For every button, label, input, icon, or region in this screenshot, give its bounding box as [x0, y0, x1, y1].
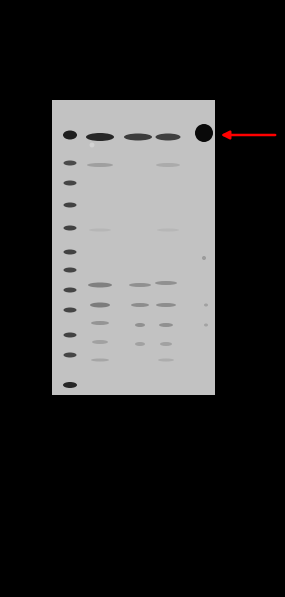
Ellipse shape — [129, 283, 151, 287]
Ellipse shape — [156, 303, 176, 307]
Ellipse shape — [204, 324, 208, 327]
Ellipse shape — [202, 256, 206, 260]
Ellipse shape — [131, 303, 149, 307]
Ellipse shape — [64, 250, 76, 254]
Ellipse shape — [89, 229, 111, 232]
Bar — [52, 100, 215, 395]
Ellipse shape — [64, 307, 76, 312]
Ellipse shape — [158, 359, 174, 362]
Ellipse shape — [89, 143, 95, 147]
Ellipse shape — [86, 133, 114, 141]
Ellipse shape — [63, 131, 77, 140]
Ellipse shape — [159, 323, 173, 327]
Ellipse shape — [64, 352, 76, 358]
Ellipse shape — [64, 202, 76, 208]
Ellipse shape — [91, 359, 109, 362]
Ellipse shape — [91, 321, 109, 325]
Ellipse shape — [87, 163, 113, 167]
Ellipse shape — [64, 288, 76, 293]
Ellipse shape — [64, 267, 76, 272]
Ellipse shape — [155, 281, 177, 285]
Ellipse shape — [204, 303, 208, 306]
Ellipse shape — [124, 134, 152, 140]
Ellipse shape — [64, 161, 76, 165]
Ellipse shape — [156, 134, 180, 140]
Ellipse shape — [64, 226, 76, 230]
Ellipse shape — [157, 229, 179, 232]
Ellipse shape — [64, 333, 76, 337]
Ellipse shape — [92, 340, 108, 344]
Ellipse shape — [63, 382, 77, 388]
Ellipse shape — [135, 323, 145, 327]
Ellipse shape — [135, 342, 145, 346]
Ellipse shape — [64, 180, 76, 186]
Ellipse shape — [88, 282, 112, 288]
Ellipse shape — [156, 163, 180, 167]
Ellipse shape — [90, 303, 110, 307]
Ellipse shape — [160, 342, 172, 346]
Ellipse shape — [195, 124, 213, 142]
